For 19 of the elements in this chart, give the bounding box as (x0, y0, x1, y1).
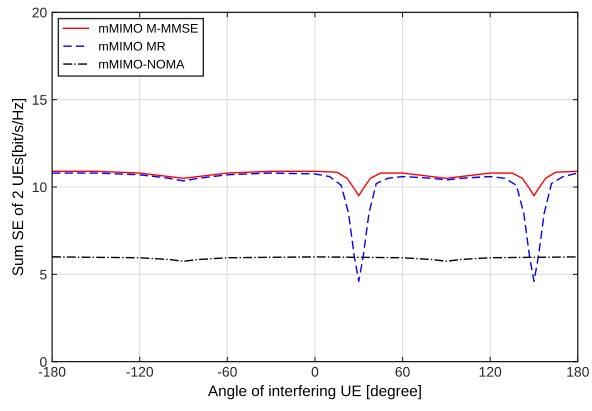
legend-label: mMIMO-NOMA (99, 60, 184, 69)
y-tick-label: 5 (40, 270, 47, 280)
line-series (52, 172, 578, 282)
x-tick-label: 120 (480, 366, 502, 377)
y-tick-label: 0 (40, 357, 47, 367)
line-series (52, 170, 578, 196)
x-tick-label: 180 (567, 366, 589, 377)
x-axis-title: Angle of interfering UE [degree] (208, 385, 421, 400)
legend-label: mMIMO MR (99, 42, 166, 51)
y-axis-title: Sum SE of 2 UEs[bit/s/Hz] (12, 98, 26, 276)
legend-label: mMIMO M-MMSE (99, 24, 198, 33)
x-tick-label: 0 (312, 366, 318, 377)
x-tick-label: -120 (126, 366, 154, 377)
x-tick-label: 60 (396, 366, 410, 377)
x-tick-label: -180 (38, 366, 66, 377)
y-tick-label: 15 (32, 95, 47, 105)
x-tick-label: -60 (218, 366, 237, 377)
y-tick-label: 20 (32, 8, 47, 18)
y-tick-label: 10 (32, 182, 47, 192)
